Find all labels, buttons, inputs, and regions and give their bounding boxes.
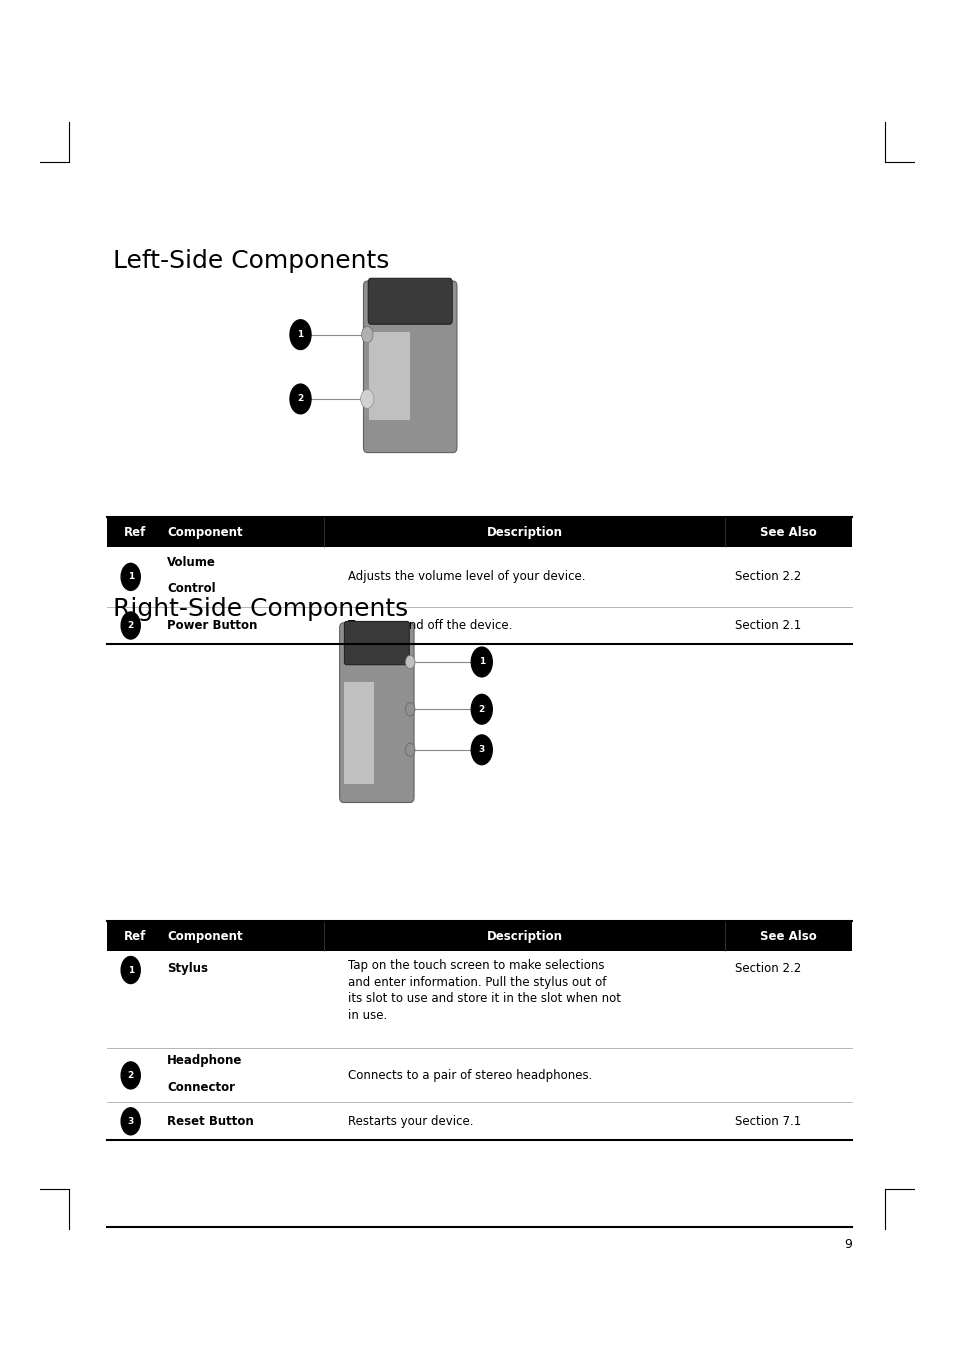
- Text: 9: 9: [843, 1238, 851, 1251]
- Text: 3: 3: [478, 746, 484, 754]
- Circle shape: [405, 743, 415, 757]
- Text: 2: 2: [297, 394, 303, 404]
- Text: Stylus: Stylus: [167, 962, 208, 975]
- FancyBboxPatch shape: [363, 281, 456, 453]
- Circle shape: [405, 655, 415, 669]
- Bar: [107, 607, 851, 644]
- Bar: [369, 332, 410, 420]
- Text: Section 2.2: Section 2.2: [734, 570, 800, 584]
- Text: Description: Description: [486, 929, 562, 943]
- FancyBboxPatch shape: [339, 623, 414, 802]
- Text: Component: Component: [167, 526, 242, 539]
- Text: Ref: Ref: [124, 929, 146, 943]
- Text: Connects to a pair of stereo headphones.: Connects to a pair of stereo headphones.: [348, 1069, 592, 1082]
- Text: Control: Control: [167, 582, 215, 596]
- Text: Tap on the touch screen to make selections
and enter information. Pull the stylu: Tap on the touch screen to make selectio…: [348, 959, 620, 1021]
- Circle shape: [405, 703, 415, 716]
- Text: Right-Side Components: Right-Side Components: [112, 597, 407, 621]
- Text: 2: 2: [128, 621, 133, 630]
- Circle shape: [121, 563, 140, 590]
- Text: Restarts your device.: Restarts your device.: [348, 1115, 474, 1128]
- Text: Adjusts the volume level of your device.: Adjusts the volume level of your device.: [348, 570, 585, 584]
- Bar: [107, 547, 851, 607]
- Bar: [107, 1048, 851, 1102]
- Bar: [107, 517, 851, 547]
- Text: 1: 1: [297, 330, 303, 339]
- FancyBboxPatch shape: [368, 278, 452, 324]
- Text: 2: 2: [128, 1071, 133, 1079]
- Text: Connector: Connector: [167, 1081, 234, 1094]
- Circle shape: [121, 1062, 140, 1089]
- Circle shape: [471, 735, 492, 765]
- Bar: [107, 951, 851, 1048]
- Text: Headphone: Headphone: [167, 1054, 242, 1067]
- Text: Volume: Volume: [167, 555, 215, 569]
- Text: Turns on and off the device.: Turns on and off the device.: [348, 619, 512, 632]
- Circle shape: [290, 384, 311, 413]
- FancyBboxPatch shape: [344, 621, 409, 665]
- Text: 2: 2: [478, 705, 484, 713]
- Text: 3: 3: [128, 1117, 133, 1125]
- Text: See Also: See Also: [760, 929, 816, 943]
- Circle shape: [471, 694, 492, 724]
- Text: Ref: Ref: [124, 526, 146, 539]
- Text: Description: Description: [486, 526, 562, 539]
- Text: Component: Component: [167, 929, 242, 943]
- Text: Reset Button: Reset Button: [167, 1115, 253, 1128]
- Text: 1: 1: [128, 966, 133, 974]
- Circle shape: [121, 957, 140, 984]
- Bar: [107, 921, 851, 951]
- Text: 1: 1: [128, 573, 133, 581]
- Circle shape: [121, 1108, 140, 1135]
- Bar: [344, 682, 374, 784]
- Text: Left-Side Components: Left-Side Components: [112, 249, 389, 273]
- Circle shape: [471, 647, 492, 677]
- Text: Section 2.1: Section 2.1: [734, 619, 800, 632]
- Text: Section 2.2: Section 2.2: [734, 962, 800, 975]
- Text: See Also: See Also: [760, 526, 816, 539]
- Bar: [107, 1102, 851, 1140]
- Circle shape: [121, 612, 140, 639]
- Circle shape: [361, 327, 373, 343]
- Circle shape: [360, 389, 374, 408]
- Text: Power Button: Power Button: [167, 619, 257, 632]
- Text: 1: 1: [478, 658, 484, 666]
- Circle shape: [290, 320, 311, 350]
- Text: Section 7.1: Section 7.1: [734, 1115, 800, 1128]
